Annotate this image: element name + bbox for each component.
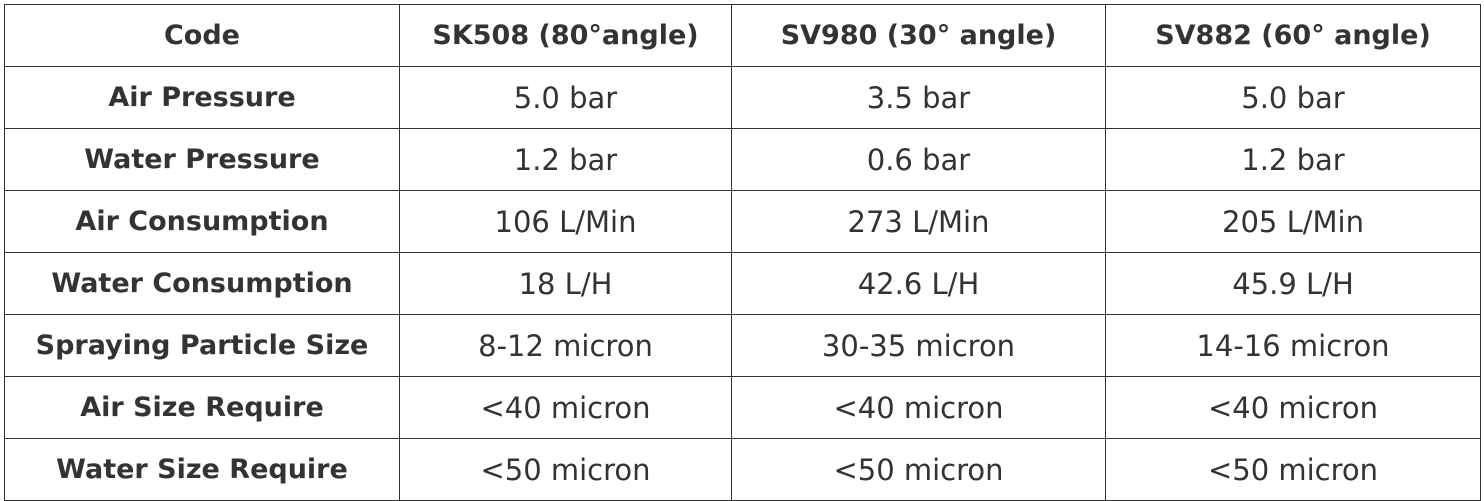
row-label: Water Consumption	[4, 252, 400, 315]
row-label: Air Consumption	[4, 190, 400, 253]
header-cell-sv980: SV980 (30° angle)	[731, 4, 1106, 67]
row-label: Water Pressure	[4, 128, 400, 191]
table-cell: <40 micron	[1105, 376, 1481, 439]
table-cell: <50 micron	[1105, 438, 1481, 501]
header-row: Code SK508 (80°angle) SV980 (30° angle) …	[4, 4, 1481, 67]
header-cell-code: Code	[4, 4, 400, 67]
table-header: Code SK508 (80°angle) SV980 (30° angle) …	[4, 4, 1481, 67]
table-cell: 18 L/H	[399, 252, 732, 315]
table-cell: 30-35 micron	[731, 314, 1106, 377]
table-cell: <40 micron	[399, 376, 732, 439]
header-cell-sv882: SV882 (60° angle)	[1105, 4, 1481, 67]
table-row: Spraying Particle Size 8-12 micron 30-35…	[4, 314, 1481, 377]
table-cell: 45.9 L/H	[1105, 252, 1481, 315]
table-body: Air Pressure 5.0 bar 3.5 bar 5.0 bar Wat…	[4, 66, 1481, 501]
table-cell: 5.0 bar	[399, 66, 732, 129]
table-cell: 273 L/Min	[731, 190, 1106, 253]
table-row: Air Size Require <40 micron <40 micron <…	[4, 376, 1481, 439]
spec-table: Code SK508 (80°angle) SV980 (30° angle) …	[4, 4, 1481, 501]
table-cell: 106 L/Min	[399, 190, 732, 253]
table-cell: 1.2 bar	[399, 128, 732, 191]
table-cell: 205 L/Min	[1105, 190, 1481, 253]
header-cell-sk508: SK508 (80°angle)	[399, 4, 732, 67]
table-cell: 5.0 bar	[1105, 66, 1481, 129]
table-row: Water Size Require <50 micron <50 micron…	[4, 438, 1481, 501]
table-cell: 14-16 micron	[1105, 314, 1481, 377]
table-cell: <50 micron	[731, 438, 1106, 501]
table-cell: 42.6 L/H	[731, 252, 1106, 315]
table-cell: 1.2 bar	[1105, 128, 1481, 191]
row-label: Spraying Particle Size	[4, 314, 400, 377]
row-label: Water Size Require	[4, 438, 400, 501]
table-row: Water Consumption 18 L/H 42.6 L/H 45.9 L…	[4, 252, 1481, 315]
table-row: Air Pressure 5.0 bar 3.5 bar 5.0 bar	[4, 66, 1481, 129]
table-cell: 0.6 bar	[731, 128, 1106, 191]
row-label: Air Pressure	[4, 66, 400, 129]
table-cell: 8-12 micron	[399, 314, 732, 377]
table-row: Air Consumption 106 L/Min 273 L/Min 205 …	[4, 190, 1481, 253]
table-row: Water Pressure 1.2 bar 0.6 bar 1.2 bar	[4, 128, 1481, 191]
table-cell: <40 micron	[731, 376, 1106, 439]
table-cell: 3.5 bar	[731, 66, 1106, 129]
table-cell: <50 micron	[399, 438, 732, 501]
row-label: Air Size Require	[4, 376, 400, 439]
